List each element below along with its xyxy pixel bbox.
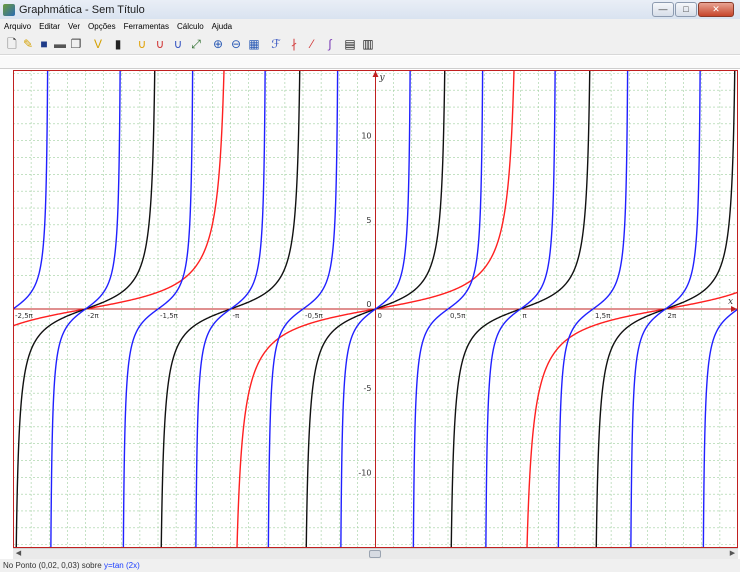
curve-tool-icon[interactable]: V — [93, 37, 102, 51]
x-tick-label: -2,5π — [15, 312, 34, 320]
status-bar: No Ponto (0,02, 0,03) sobre y=tan (2x) — [0, 559, 740, 572]
y-tick-label: 5 — [366, 216, 371, 225]
close-button[interactable]: ✕ — [698, 2, 734, 17]
function-curve — [267, 70, 339, 548]
ruler-icon[interactable]: ▮ — [114, 37, 122, 51]
status-text: No Ponto (0,02, 0,03) sobre — [3, 561, 104, 570]
title-bar: Graphmática - Sem Título — □ ✕ — [0, 0, 740, 19]
menu-ver[interactable]: Ver — [68, 21, 81, 31]
parabola-blue-icon[interactable]: ∪ — [173, 37, 183, 51]
function-curve — [557, 70, 629, 548]
function-curve — [702, 308, 738, 548]
parabola-red-icon[interactable]: ∪ — [155, 37, 165, 51]
scroll-thumb[interactable] — [369, 550, 381, 558]
menu-ajuda[interactable]: Ajuda — [211, 21, 233, 31]
graph-area[interactable]: -2,5π-2π-1,5π-π-0,5π00,5ππ1,5π2π2,5π1050… — [13, 70, 738, 548]
new-file-icon[interactable]: 🗋 — [7, 37, 17, 51]
print-icon[interactable]: ▬ — [54, 37, 66, 51]
derivative-icon[interactable]: ⁄ — [310, 37, 313, 51]
x-tick-label: 1,5π — [595, 312, 611, 320]
menu-bar: Arquivo Editar Ver Opções Ferramentas Cá… — [0, 19, 740, 33]
function-curve — [412, 70, 484, 548]
table-icon[interactable]: ▤ — [344, 37, 356, 51]
tangent-icon[interactable]: ∤ — [291, 37, 297, 51]
menu-opcoes[interactable]: Opções — [88, 21, 116, 31]
axes-icon[interactable]: ℱ — [271, 37, 281, 51]
y-tick-label: 10 — [361, 132, 371, 141]
y-axis-label: y — [379, 73, 386, 83]
y-tick-label: 0 — [366, 300, 371, 309]
function-curve — [13, 70, 49, 310]
copy-icon[interactable]: ❐ — [70, 37, 82, 51]
x-tick-label: π — [522, 312, 527, 320]
x-tick-label: -2π — [88, 312, 100, 320]
menu-ferramentas[interactable]: Ferramentas — [123, 21, 169, 31]
x-tick-label: -π — [233, 312, 241, 320]
function-curve — [526, 291, 738, 548]
function-curve — [122, 70, 194, 548]
toolbar: 🗋 ✎ ■ ▬ ❐ V ▮ ∪ ∪ ∪ ⤢ ⊕ ⊖ ▦ ℱ ∤ ⁄ ∫ ▤ ▥ — [0, 33, 740, 55]
menu-arquivo[interactable]: Arquivo — [4, 21, 32, 31]
maximize-button[interactable]: □ — [675, 2, 697, 17]
menu-editar[interactable]: Editar — [39, 21, 61, 31]
equation-bar — [0, 56, 740, 69]
curves — [13, 70, 738, 548]
x-tick-label: 0 — [378, 312, 382, 320]
x-tick-label: 0,5π — [450, 312, 466, 320]
zoom-out-icon[interactable]: ⊖ — [230, 37, 242, 51]
status-function: y=tan (2x) — [103, 561, 140, 570]
x-axis-label: x — [728, 297, 733, 307]
scroll-left-icon[interactable]: ◀ — [15, 550, 22, 557]
y-axis-arrow — [372, 71, 379, 77]
x-tick-label: 2π — [667, 312, 676, 320]
save-icon[interactable]: ■ — [40, 37, 48, 51]
x-tick-label: -1,5π — [160, 312, 179, 320]
window-title: Graphmática - Sem Título — [19, 3, 145, 16]
open-folder-icon[interactable]: ✎ — [22, 37, 34, 51]
function-curve — [50, 70, 121, 548]
point-icon[interactable]: ⤢ — [191, 37, 201, 51]
window-controls: — □ ✕ — [651, 2, 734, 17]
parabola-yellow-icon[interactable]: ∪ — [137, 37, 147, 51]
menu-calculo[interactable]: Cálculo — [176, 21, 204, 31]
y-tick-label: -10 — [358, 468, 371, 477]
zoom-in-icon[interactable]: ⊕ — [212, 37, 224, 51]
tick-labels: -2,5π-2π-1,5π-π-0,5π00,5ππ1,5π2π2,5π1050… — [15, 73, 733, 477]
function-curve — [13, 70, 225, 327]
scroll-right-icon[interactable]: ▶ — [729, 550, 736, 557]
graph-border — [13, 70, 738, 548]
zoom-box-icon[interactable]: ▦ — [248, 37, 260, 51]
minimize-button[interactable]: — — [652, 2, 674, 17]
x-axis-arrow — [731, 306, 737, 312]
integral-icon[interactable]: ∫ — [328, 37, 332, 51]
horizontal-scrollbar[interactable]: ◀ ▶ — [13, 548, 738, 559]
function-curve — [195, 70, 266, 548]
data-plot-icon[interactable]: ▥ — [362, 37, 374, 51]
function-curve — [340, 70, 411, 548]
x-tick-label: -0,5π — [305, 312, 324, 320]
function-curve — [485, 70, 556, 548]
y-tick-label: -5 — [364, 384, 372, 393]
app-icon — [3, 3, 15, 16]
function-curve — [630, 70, 701, 548]
